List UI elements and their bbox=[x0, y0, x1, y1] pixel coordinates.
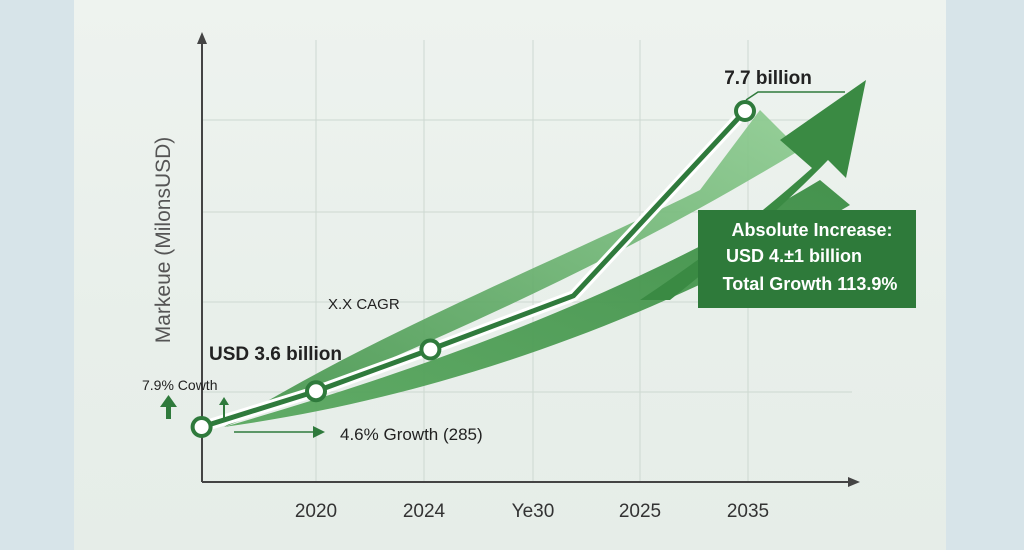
growth-area bbox=[224, 80, 866, 427]
end-label-leader bbox=[745, 91, 845, 101]
x-tick-label-4: 2035 bbox=[727, 501, 769, 522]
x-tick-label-0: 2020 bbox=[295, 501, 337, 522]
bottom-growth-label: 4.6% Growth (285) bbox=[340, 425, 483, 444]
callout-line-3: Total Growth 113.9% bbox=[723, 274, 898, 294]
data-point-2 bbox=[419, 338, 442, 361]
callout-line-2: USD 4.±1 billion bbox=[726, 246, 862, 266]
x-tick-label-1: 2024 bbox=[403, 501, 446, 522]
callout-box bbox=[698, 210, 916, 308]
small-up-arrow-icon bbox=[219, 397, 229, 418]
trend-arrow bbox=[640, 80, 866, 300]
start-value-label: USD 3.6 billion bbox=[209, 344, 342, 365]
data-point-0 bbox=[190, 416, 213, 438]
x-tick-label-2: Ye30 bbox=[512, 501, 555, 522]
right-background bbox=[946, 0, 1024, 550]
end-value-label: 7.7 billion bbox=[724, 68, 812, 89]
y-axis-label: Markeue (MilonsUSD) bbox=[152, 137, 175, 344]
up-arrow-icon bbox=[160, 395, 177, 419]
marker-group bbox=[190, 100, 756, 438]
growth-area-upper bbox=[224, 110, 800, 427]
y-axis-arrowhead bbox=[197, 32, 207, 44]
cagr-label: X.X CAGR bbox=[328, 296, 400, 313]
left-growth-label: 7.9% Cowth bbox=[142, 377, 217, 393]
growth-area-lower bbox=[224, 180, 850, 427]
x-tick-label-3: 2025 bbox=[619, 501, 661, 522]
x-tick-labels: 2020 2024 Ye30 2025 2035 bbox=[295, 501, 769, 522]
left-background bbox=[0, 0, 74, 550]
x-axis-arrowhead bbox=[848, 477, 860, 487]
callout-line-1: Absolute Increase: bbox=[731, 220, 892, 240]
data-point-3 bbox=[734, 100, 756, 122]
data-point-1 bbox=[305, 380, 327, 403]
